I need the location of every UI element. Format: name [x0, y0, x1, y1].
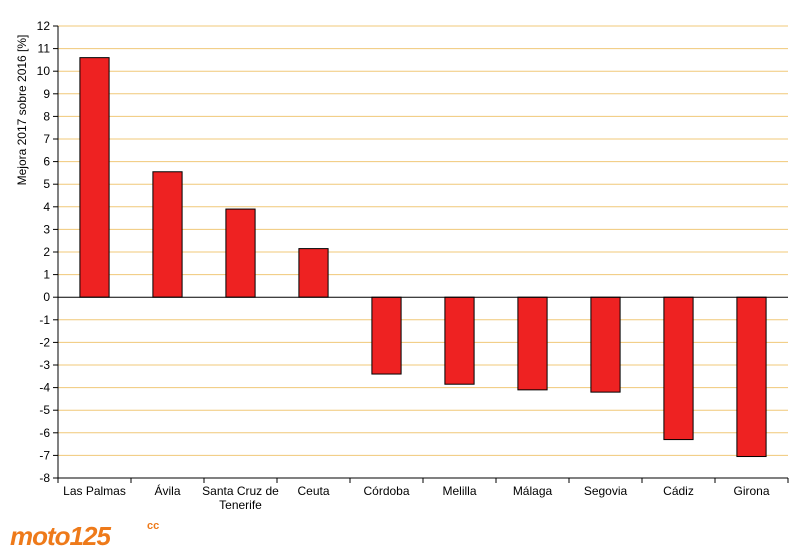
bar-melilla — [444, 296, 475, 385]
y-tick-label: -8 — [39, 471, 50, 485]
x-category-label: Santa Cruz de Tenerife — [202, 484, 279, 512]
y-tick-label: -2 — [39, 335, 50, 349]
x-category-label: Ávila — [154, 483, 180, 498]
x-category-label: Córdoba — [363, 484, 409, 498]
y-tick-label: 5 — [43, 177, 50, 191]
bar--vila — [152, 171, 183, 298]
brand-logo: moto125 — [10, 521, 111, 551]
y-tick-label: 9 — [43, 87, 50, 101]
y-tick-label: -6 — [39, 426, 50, 440]
bar-ceuta — [298, 248, 329, 298]
y-tick-label: 4 — [43, 200, 50, 214]
y-tick-label: -1 — [39, 313, 50, 327]
y-tick-label: 7 — [43, 132, 50, 146]
x-category-label: Málaga — [513, 484, 553, 498]
y-tick-label: 0 — [43, 290, 50, 304]
y-tick-label: 6 — [43, 155, 50, 169]
bar-las-palmas — [79, 57, 110, 298]
y-tick-label: 12 — [37, 19, 51, 33]
x-category-label: Melilla — [442, 484, 476, 498]
bar-santa-cruz-de-tenerife — [225, 208, 256, 298]
y-tick-label: 1 — [43, 268, 50, 282]
bar-girona — [736, 296, 767, 458]
x-category-label: Ceuta — [297, 484, 329, 498]
y-tick-label: -3 — [39, 358, 50, 372]
y-tick-label: -7 — [39, 448, 50, 462]
y-tick-label: 3 — [43, 222, 50, 236]
y-tick-label: -5 — [39, 403, 50, 417]
x-category-label: Las Palmas — [63, 484, 126, 498]
bars — [79, 57, 767, 458]
y-tick-label: 10 — [37, 64, 51, 78]
y-axis-label: Mejora 2017 sobre 2016 [%] — [15, 35, 29, 186]
bar-c-diz — [663, 296, 694, 441]
y-tick-label: 11 — [38, 42, 51, 56]
y-tick-label: 8 — [43, 109, 50, 123]
x-category-label: Segovia — [584, 484, 628, 498]
y-tick-label: -4 — [39, 381, 50, 395]
x-category-label: Cádiz — [663, 484, 694, 498]
brand-logo-superscript: cc — [147, 520, 160, 532]
bar-m-laga — [517, 296, 548, 391]
axes — [53, 25, 789, 483]
x-category-labels: Las Palmas Ávila Santa Cruz de Tenerife Ceut… — [63, 483, 770, 512]
bar-c-rdoba — [371, 296, 402, 375]
bar-segovia — [590, 296, 621, 393]
x-category-label: Girona — [733, 484, 769, 498]
y-tick-label: 2 — [43, 245, 50, 259]
